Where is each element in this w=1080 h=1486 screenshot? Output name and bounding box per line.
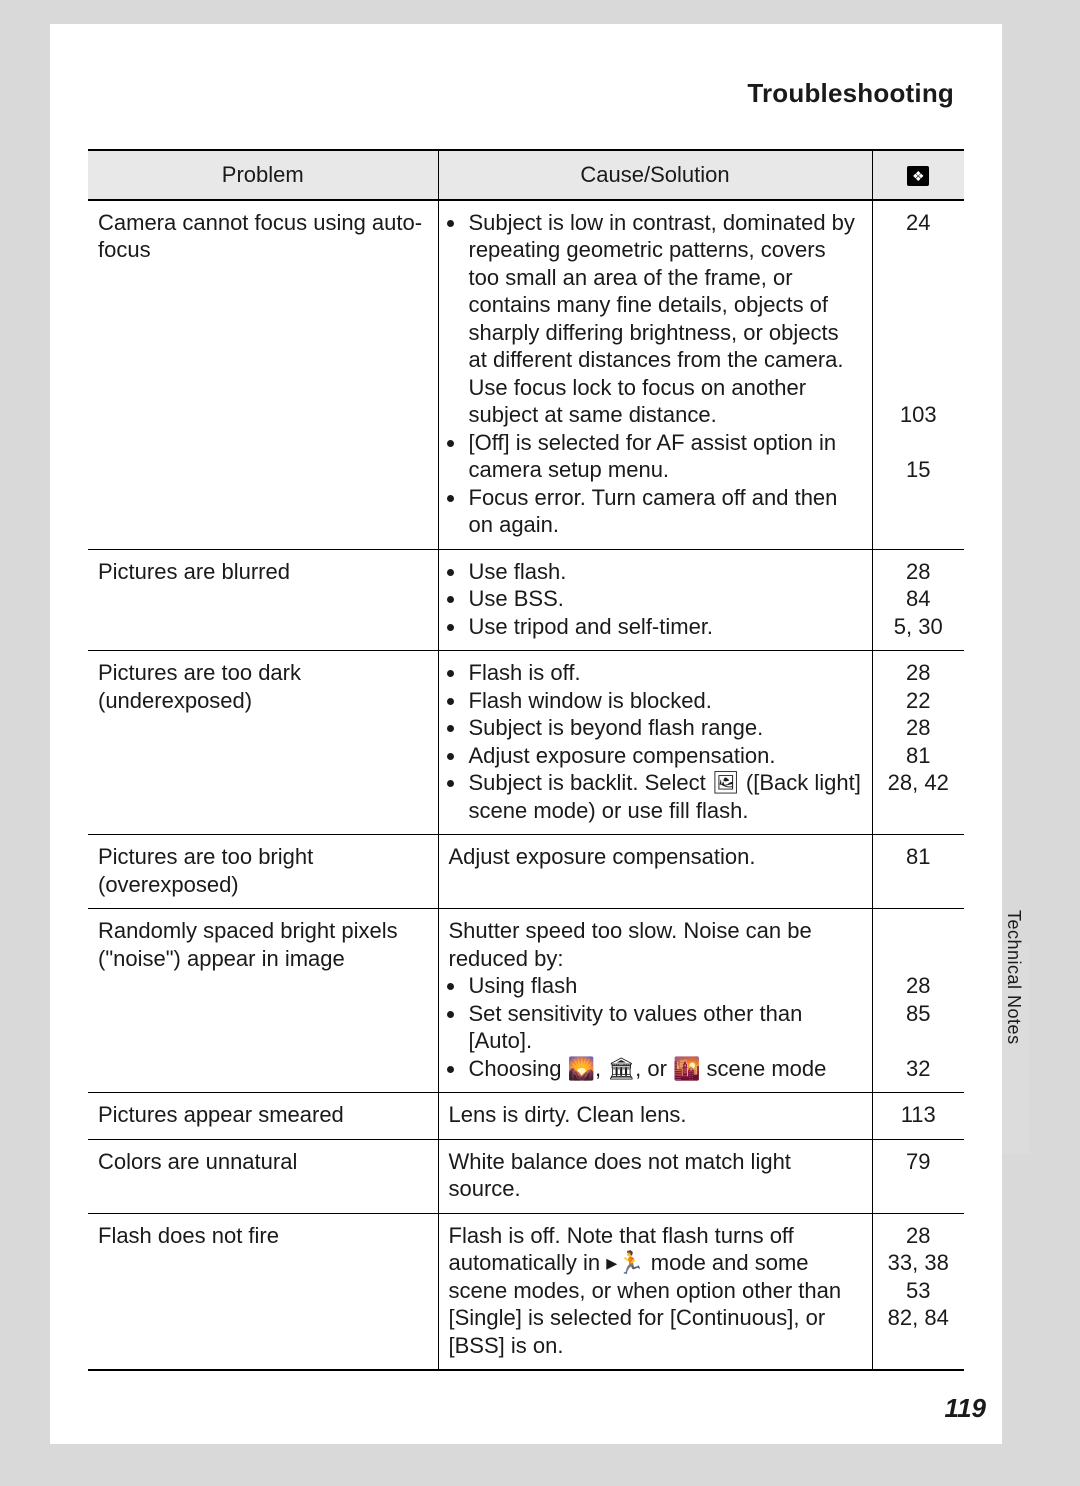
cell-problem: Flash does not fire (88, 1213, 438, 1370)
cell-problem: Pictures are blurred (88, 549, 438, 651)
cell-problem: Camera cannot focus using auto-focus (88, 200, 438, 550)
header-problem: Problem (88, 150, 438, 200)
page-ref-icon: ❖ (907, 166, 929, 186)
cell-cause: Shutter speed too slow. Noise can be red… (438, 909, 872, 1093)
table-row: Randomly spaced bright pixels ("noise") … (88, 909, 964, 1093)
cell-page-ref: 81 (872, 835, 964, 909)
cell-cause: Flash is off. Note that flash turns off … (438, 1213, 872, 1370)
cell-problem: Colors are unnatural (88, 1139, 438, 1213)
cell-cause: White balance does not match light sourc… (438, 1139, 872, 1213)
cell-page-ref: 28 85 32 (872, 909, 964, 1093)
cell-cause: Adjust exposure compensation. (438, 835, 872, 909)
header-page-icon: ❖ (872, 150, 964, 200)
table-row: Colors are unnaturalWhite balance does n… (88, 1139, 964, 1213)
cell-page-ref: 113 (872, 1093, 964, 1140)
table-row: Pictures appear smearedLens is dirty. Cl… (88, 1093, 964, 1140)
table-row: Pictures are too bright (overexposed)Adj… (88, 835, 964, 909)
cell-page-ref: 28 84 5, 30 (872, 549, 964, 651)
cell-cause: Lens is dirty. Clean lens. (438, 1093, 872, 1140)
side-tab-label: Technical Notes (1004, 910, 1024, 1045)
table-header-row: Problem Cause/Solution ❖ (88, 150, 964, 200)
table-row: Pictures are too dark (underexposed)Flas… (88, 651, 964, 835)
header-cause: Cause/Solution (438, 150, 872, 200)
table-row: Flash does not fireFlash is off. Note th… (88, 1213, 964, 1370)
page-number: 119 (945, 1393, 986, 1424)
cell-problem: Pictures appear smeared (88, 1093, 438, 1140)
page-container: Troubleshooting Problem Cause/Solution ❖… (50, 24, 1002, 1444)
cell-page-ref: 28 22 28 81 28, 42 (872, 651, 964, 835)
section-title: Troubleshooting (88, 78, 954, 109)
troubleshooting-table: Problem Cause/Solution ❖ Camera cannot f… (88, 149, 964, 1371)
cell-page-ref: 24 103 15 (872, 200, 964, 550)
cell-problem: Pictures are too bright (overexposed) (88, 835, 438, 909)
table-row: Pictures are blurredUse flash.Use BSS.Us… (88, 549, 964, 651)
cell-page-ref: 28 33, 38 53 82, 84 (872, 1213, 964, 1370)
cell-cause: Flash is off.Flash window is blocked.Sub… (438, 651, 872, 835)
cell-cause: Subject is low in contrast, dominated by… (438, 200, 872, 550)
cell-cause: Use flash.Use BSS.Use tripod and self-ti… (438, 549, 872, 651)
cell-page-ref: 79 (872, 1139, 964, 1213)
cell-problem: Pictures are too dark (underexposed) (88, 651, 438, 835)
table-body: Camera cannot focus using auto-focusSubj… (88, 200, 964, 1371)
cell-problem: Randomly spaced bright pixels ("noise") … (88, 909, 438, 1093)
table-row: Camera cannot focus using auto-focusSubj… (88, 200, 964, 550)
